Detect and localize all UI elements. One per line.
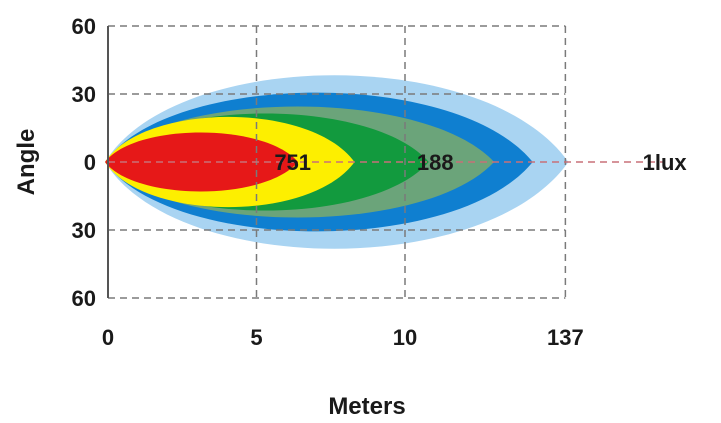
y-tick-label: 30 (72, 82, 96, 107)
y-axis-title: Angle (13, 129, 40, 196)
y-tick-label: 60 (72, 14, 96, 39)
x-tick-labels: 0 5 10 137 (102, 325, 584, 350)
x-axis-title: Meters (328, 393, 405, 420)
x-tick-label: 137 (547, 325, 584, 350)
lux-annotations: 751 188 1lux (274, 150, 687, 175)
y-tick-label: 0 (84, 150, 96, 175)
y-tick-label: 60 (72, 286, 96, 311)
x-tick-label: 5 (250, 325, 262, 350)
y-tick-label: 30 (72, 218, 96, 243)
x-tick-label: 10 (393, 325, 417, 350)
lux-label: 1lux (643, 150, 688, 175)
lux-contour-6 (105, 132, 299, 192)
lux-label: 188 (417, 150, 454, 175)
x-tick-label: 0 (102, 325, 114, 350)
lux-label: 751 (274, 150, 311, 175)
grid-lines (107, 25, 664, 299)
y-tick-labels: 60 30 0 30 60 (72, 14, 96, 311)
